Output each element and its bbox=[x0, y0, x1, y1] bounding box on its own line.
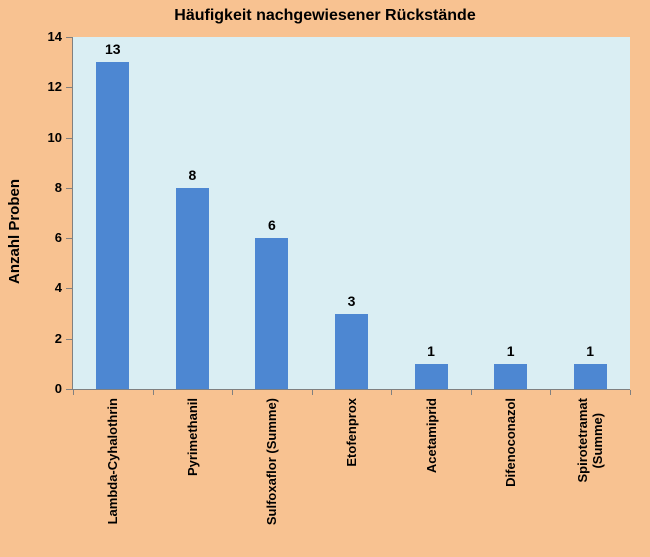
bar-value-label: 6 bbox=[268, 217, 276, 234]
x-category-label-cell: Lambda-Cyhalothrin bbox=[73, 398, 153, 556]
x-tick bbox=[391, 390, 393, 395]
y-tick-label: 14 bbox=[47, 29, 62, 44]
bar-value-label: 8 bbox=[188, 166, 197, 183]
x-tick bbox=[630, 390, 631, 395]
y-tick-label: 0 bbox=[54, 381, 62, 396]
bar bbox=[573, 363, 607, 389]
x-category-label-cell: Difenoconazol bbox=[471, 398, 551, 556]
bar bbox=[255, 238, 289, 389]
bar-value-label: 13 bbox=[105, 41, 121, 58]
y-tick-label: 4 bbox=[54, 280, 62, 296]
x-tick bbox=[152, 390, 154, 395]
y-tick-label: 2 bbox=[54, 330, 62, 346]
y-tick bbox=[66, 37, 73, 38]
y-tick bbox=[66, 288, 73, 290]
y-tick bbox=[66, 137, 73, 139]
x-tick bbox=[311, 390, 313, 395]
y-tick-label: 12 bbox=[47, 79, 62, 95]
x-category-label-cell: Acetamiprid bbox=[391, 398, 471, 556]
x-tick bbox=[232, 390, 234, 395]
x-category-label-cell: Spirotetramat (Summe) bbox=[550, 398, 630, 556]
x-category-labels: Lambda-Cyhalothrin Pyrimethanil Sulfoxaflo… bbox=[73, 398, 630, 556]
x-tick bbox=[470, 390, 472, 395]
bar bbox=[96, 62, 130, 389]
bar-value-label: 1 bbox=[586, 342, 595, 359]
bar bbox=[414, 363, 448, 389]
y-tick bbox=[66, 187, 73, 189]
y-tick bbox=[66, 338, 73, 340]
bar bbox=[335, 313, 368, 389]
y-tick-label: 8 bbox=[54, 179, 62, 195]
x-category-label: Pyrimethanil bbox=[184, 398, 200, 477]
x-category-label: Spirotetramat (Summe) bbox=[575, 398, 606, 483]
x-tick bbox=[73, 390, 74, 395]
x-category-label-cell: Sulfoxaflor (Summe) bbox=[232, 398, 312, 556]
y-tick bbox=[66, 87, 73, 89]
x-category-label: Acetamiprid bbox=[423, 398, 439, 474]
y-tick-label: 6 bbox=[54, 230, 62, 246]
plot-area: 13 8 6 3 1 1 1 bbox=[73, 37, 630, 389]
bar-value-label: 1 bbox=[506, 342, 515, 359]
x-tick bbox=[550, 390, 552, 395]
bar-value-label: 3 bbox=[347, 292, 356, 309]
y-tick bbox=[66, 238, 73, 240]
x-category-label: Lambda-Cyhalothrin bbox=[105, 398, 121, 525]
x-axis-line bbox=[66, 389, 630, 390]
bar bbox=[175, 187, 209, 389]
x-category-label-cell: Pyrimethanil bbox=[153, 398, 233, 556]
x-category-label-cell: Etofenprox bbox=[312, 398, 392, 556]
x-category-label: Sulfoxaflor (Summe) bbox=[264, 398, 280, 526]
x-category-label: Difenoconazol bbox=[503, 398, 519, 487]
chart-title: Häufigkeit nachgewiesener Rückstände bbox=[174, 7, 476, 24]
x-category-label: Etofenprox bbox=[344, 398, 360, 467]
bar-value-label: 1 bbox=[427, 342, 435, 359]
y-tick-label: 10 bbox=[47, 129, 62, 145]
bar bbox=[494, 363, 528, 389]
y-axis-line bbox=[72, 37, 73, 390]
